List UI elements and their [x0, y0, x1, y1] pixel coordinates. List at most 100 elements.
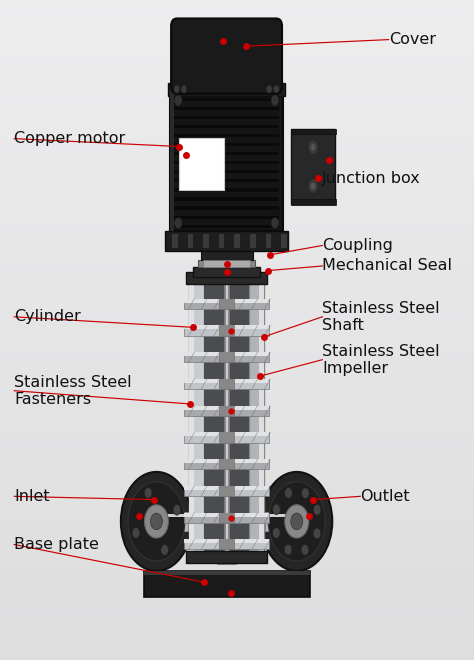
Text: Stainless Steel
Fasteners: Stainless Steel Fasteners: [14, 374, 132, 407]
FancyBboxPatch shape: [219, 539, 234, 550]
FancyBboxPatch shape: [184, 406, 269, 416]
FancyBboxPatch shape: [144, 571, 310, 597]
Text: Copper motor: Copper motor: [14, 131, 126, 146]
FancyBboxPatch shape: [174, 197, 279, 201]
Circle shape: [266, 85, 272, 93]
FancyBboxPatch shape: [174, 115, 279, 119]
FancyBboxPatch shape: [219, 234, 225, 248]
Circle shape: [150, 513, 163, 530]
Circle shape: [308, 179, 319, 193]
Circle shape: [311, 144, 316, 150]
FancyBboxPatch shape: [203, 260, 250, 267]
Text: Stainless Steel
Impeller: Stainless Steel Impeller: [322, 343, 440, 376]
Circle shape: [301, 544, 309, 555]
Circle shape: [268, 482, 325, 561]
Text: Cylinder: Cylinder: [14, 310, 81, 324]
Circle shape: [273, 504, 280, 515]
Text: Coupling: Coupling: [322, 238, 393, 253]
Circle shape: [291, 513, 303, 530]
FancyBboxPatch shape: [174, 134, 279, 137]
FancyBboxPatch shape: [174, 170, 279, 174]
Circle shape: [261, 472, 332, 571]
FancyBboxPatch shape: [184, 325, 269, 329]
FancyBboxPatch shape: [234, 234, 240, 248]
FancyBboxPatch shape: [174, 224, 279, 228]
FancyBboxPatch shape: [184, 432, 269, 443]
FancyBboxPatch shape: [219, 406, 234, 416]
Circle shape: [271, 95, 279, 106]
Text: Outlet: Outlet: [360, 489, 410, 504]
FancyBboxPatch shape: [184, 539, 269, 550]
FancyBboxPatch shape: [174, 98, 279, 101]
Circle shape: [284, 544, 292, 555]
FancyBboxPatch shape: [265, 234, 271, 248]
FancyBboxPatch shape: [291, 199, 336, 205]
FancyBboxPatch shape: [174, 216, 279, 218]
FancyBboxPatch shape: [259, 284, 264, 551]
FancyBboxPatch shape: [265, 515, 297, 517]
Text: Inlet: Inlet: [14, 489, 50, 504]
Circle shape: [308, 140, 319, 154]
FancyBboxPatch shape: [219, 325, 234, 336]
FancyBboxPatch shape: [291, 129, 335, 204]
FancyBboxPatch shape: [184, 486, 269, 490]
FancyBboxPatch shape: [174, 207, 279, 210]
FancyBboxPatch shape: [174, 125, 279, 128]
Text: Junction box: Junction box: [322, 171, 421, 185]
FancyBboxPatch shape: [144, 571, 310, 575]
Circle shape: [121, 472, 192, 571]
FancyBboxPatch shape: [156, 512, 188, 531]
FancyBboxPatch shape: [219, 379, 234, 389]
FancyBboxPatch shape: [184, 406, 269, 410]
FancyBboxPatch shape: [219, 352, 234, 362]
FancyBboxPatch shape: [184, 513, 269, 523]
Circle shape: [313, 528, 321, 539]
FancyBboxPatch shape: [219, 432, 234, 443]
FancyBboxPatch shape: [184, 325, 269, 336]
FancyBboxPatch shape: [265, 512, 297, 531]
Circle shape: [285, 488, 292, 498]
Text: Cover: Cover: [389, 32, 436, 47]
FancyBboxPatch shape: [217, 552, 236, 564]
Circle shape: [271, 218, 279, 228]
FancyBboxPatch shape: [219, 299, 234, 309]
FancyBboxPatch shape: [168, 82, 285, 96]
FancyBboxPatch shape: [170, 86, 283, 231]
FancyBboxPatch shape: [174, 161, 279, 164]
FancyBboxPatch shape: [192, 267, 261, 277]
FancyBboxPatch shape: [188, 234, 193, 248]
FancyBboxPatch shape: [184, 513, 269, 517]
FancyBboxPatch shape: [219, 486, 234, 496]
Circle shape: [301, 488, 309, 498]
FancyBboxPatch shape: [219, 459, 234, 469]
FancyBboxPatch shape: [184, 352, 269, 356]
FancyBboxPatch shape: [184, 299, 269, 309]
Circle shape: [313, 505, 321, 515]
FancyBboxPatch shape: [204, 284, 249, 551]
Circle shape: [132, 527, 140, 538]
FancyBboxPatch shape: [249, 284, 264, 551]
FancyBboxPatch shape: [198, 260, 255, 267]
Text: Mechanical Seal: Mechanical Seal: [322, 259, 452, 273]
FancyBboxPatch shape: [184, 379, 269, 389]
Circle shape: [161, 544, 168, 555]
Circle shape: [273, 85, 279, 93]
Text: Base plate: Base plate: [14, 537, 99, 552]
FancyBboxPatch shape: [174, 143, 279, 146]
FancyBboxPatch shape: [219, 513, 234, 523]
FancyBboxPatch shape: [184, 539, 269, 543]
Text: Stainless Steel
Shaft: Stainless Steel Shaft: [322, 300, 440, 333]
FancyBboxPatch shape: [184, 299, 269, 303]
FancyBboxPatch shape: [174, 88, 279, 92]
FancyBboxPatch shape: [184, 459, 269, 463]
FancyBboxPatch shape: [184, 432, 269, 436]
FancyBboxPatch shape: [184, 459, 269, 469]
Circle shape: [128, 482, 185, 561]
FancyBboxPatch shape: [201, 251, 253, 260]
FancyBboxPatch shape: [184, 352, 269, 362]
FancyBboxPatch shape: [174, 107, 279, 110]
FancyBboxPatch shape: [171, 18, 282, 94]
FancyBboxPatch shape: [165, 231, 288, 251]
FancyBboxPatch shape: [184, 379, 269, 383]
Circle shape: [145, 505, 168, 538]
